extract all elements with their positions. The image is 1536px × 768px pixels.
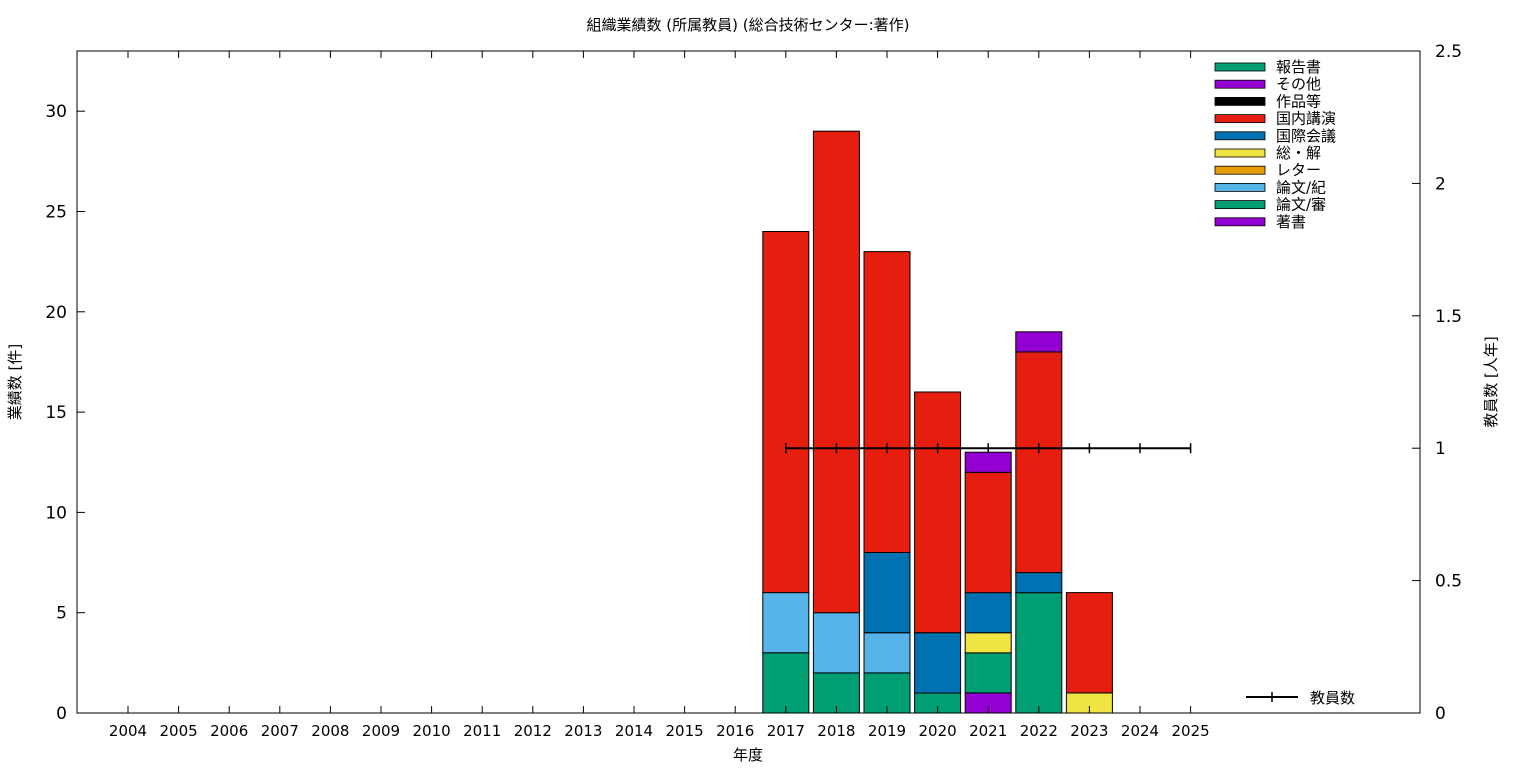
x-tick-label: 2020: [919, 722, 957, 740]
y-tick-label: 0: [56, 704, 67, 724]
x-tick-label: 2005: [160, 722, 198, 740]
legend-swatch: [1214, 131, 1266, 141]
y-tick-label: 15: [45, 403, 67, 423]
x-tick-label: 2007: [261, 722, 299, 740]
chart-title: 組織業績数 (所属教員) (総合技術センター:著作): [586, 16, 909, 34]
x-tick-label: 2018: [817, 722, 855, 740]
y2-tick-label: 1: [1435, 439, 1446, 459]
x-tick-label: 2006: [210, 722, 248, 740]
legend-label: 国際会議: [1276, 127, 1336, 145]
y-tick-label: 5: [56, 604, 67, 624]
legend-swatch: [1214, 114, 1266, 123]
x-tick-label: 2023: [1070, 722, 1108, 740]
y-axis-label: 業績数 [件]: [6, 344, 24, 420]
legend-label: 論文/審: [1276, 196, 1326, 214]
y-tick-label: 10: [45, 503, 67, 523]
bar-2019-series-5: [863, 552, 911, 634]
y-tick-label: 20: [45, 303, 67, 323]
bar-2023-series-6: [1065, 592, 1113, 694]
bar-2019-series-6: [863, 251, 911, 553]
bar-2021-series-4: [964, 632, 1012, 654]
legend-swatch: [1214, 182, 1266, 192]
x-tick-label: 2017: [767, 722, 805, 740]
legend-swatch: [1214, 200, 1266, 210]
plot-frame: [76, 50, 1421, 714]
y-tick-label: 25: [45, 202, 67, 222]
x-tick-label: 2004: [109, 722, 147, 740]
y2-tick-label: 2: [1435, 174, 1446, 194]
x-tick-label: 2013: [564, 722, 602, 740]
x-tick-label: 2025: [1172, 722, 1210, 740]
legend-swatch: [1214, 165, 1266, 175]
bar-2021-series-6: [964, 471, 1012, 594]
bar-2017-series-6: [762, 231, 810, 594]
bar-2020-series-6: [914, 391, 962, 634]
y2-tick-label: 1.5: [1435, 307, 1462, 327]
bar-2022-series-5: [1015, 572, 1063, 594]
legend-label: 作品等: [1276, 92, 1321, 110]
x-tick-label: 2014: [615, 722, 653, 740]
bar-2018-series-6: [812, 130, 860, 614]
x-axis-label: 年度: [733, 746, 763, 764]
bars-layer: [762, 130, 1113, 714]
x-tick-label: 2015: [666, 722, 704, 740]
x-tick-label: 2024: [1121, 722, 1159, 740]
x-tick-label: 2011: [463, 722, 501, 740]
bar-2021-series-8: [964, 451, 1012, 473]
bar-2017-series-2: [762, 592, 810, 654]
x-tick-label: 2009: [362, 722, 400, 740]
legend-label: 著書: [1276, 213, 1306, 231]
legend-label: レター: [1276, 161, 1321, 179]
y2-tick-label: 0: [1435, 704, 1446, 724]
bar-2017-series-1: [762, 652, 810, 714]
y2-tick-label: 0.5: [1435, 572, 1462, 592]
x-tick-label: 2022: [1020, 722, 1058, 740]
bar-2018-series-2: [812, 612, 860, 674]
bar-2021-series-5: [964, 592, 1012, 634]
legend-swatch: [1214, 79, 1266, 89]
legend-label: 教員数: [1310, 689, 1355, 707]
legend-swatch: [1214, 148, 1266, 158]
y2-axis-label: 教員数 [人年]: [1482, 336, 1500, 427]
x-tick-label: 2019: [868, 722, 906, 740]
legend-label: 報告書: [1276, 58, 1321, 76]
legend-swatch: [1214, 97, 1266, 106]
legend-swatch: [1214, 62, 1266, 72]
bar-2022-series-8: [1015, 331, 1063, 353]
faculty-line-layer: [785, 443, 1192, 454]
bar-2022-series-6: [1015, 351, 1063, 574]
x-tick-label: 2016: [716, 722, 754, 740]
y-tick-label: 30: [45, 102, 67, 122]
bar-2019-series-2: [863, 632, 911, 674]
x-tick-label: 2021: [969, 722, 1007, 740]
legend-label: 論文/紀: [1276, 178, 1326, 196]
x-tick-label: 2010: [413, 722, 451, 740]
x-tick-label: 2008: [311, 722, 349, 740]
legend-label: 総・解: [1276, 144, 1321, 162]
bar-2022-series-1: [1015, 592, 1063, 714]
legend-swatch: [1214, 217, 1266, 227]
bar-2021-series-1: [964, 652, 1012, 694]
y2-tick-label: 2.5: [1435, 42, 1462, 62]
legend-label: 国内講演: [1276, 110, 1336, 128]
legend-label: その他: [1276, 75, 1321, 93]
x-tick-label: 2012: [514, 722, 552, 740]
bar-2020-series-5: [914, 632, 962, 694]
